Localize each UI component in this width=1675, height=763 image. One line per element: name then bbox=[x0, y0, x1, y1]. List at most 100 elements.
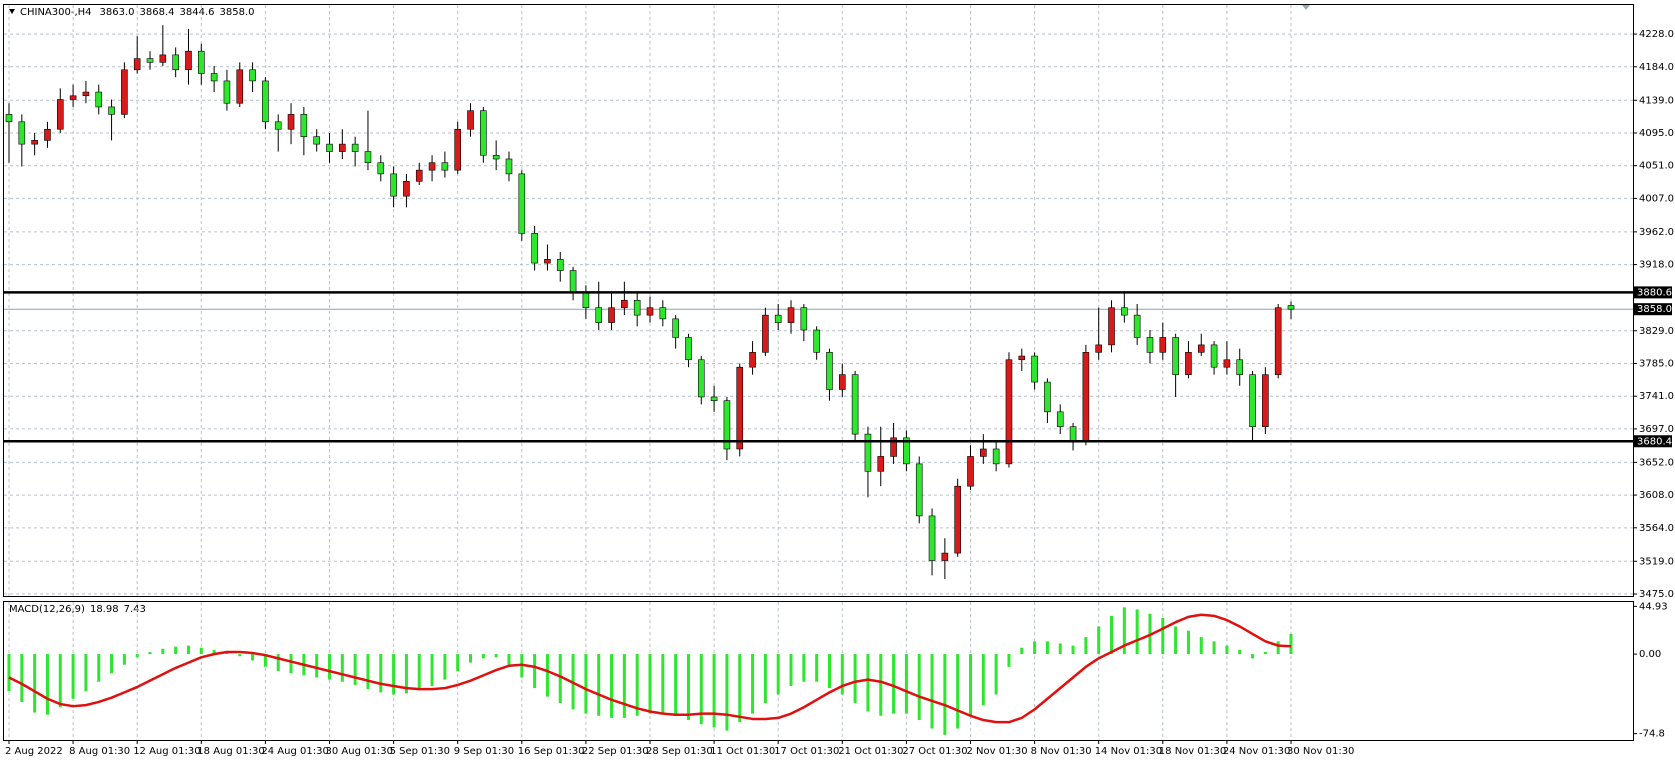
macd-histogram-bar bbox=[1289, 633, 1293, 655]
x-tick-label: 16 Sep 01:30 bbox=[518, 746, 585, 757]
candle-body bbox=[762, 314, 769, 353]
macd-histogram-bar bbox=[956, 654, 960, 729]
macd-title: MACD(12,26,9) bbox=[9, 604, 85, 615]
macd-histogram-bar bbox=[840, 654, 844, 695]
symbol-timeframe: CHINA300-,H4 bbox=[20, 7, 92, 18]
macd-histogram-bar bbox=[917, 654, 921, 721]
macd-histogram-bar bbox=[58, 654, 62, 708]
y-tick-label: 3785.0 bbox=[1639, 358, 1674, 369]
macd-histogram-bar bbox=[340, 654, 344, 682]
candle-body bbox=[518, 173, 526, 234]
macd-histogram-bar bbox=[1212, 641, 1216, 655]
macd-histogram-bar bbox=[251, 654, 255, 661]
macd-histogram-bar bbox=[1045, 641, 1049, 655]
candle-body bbox=[441, 162, 449, 171]
y-tick-label: -74.8 bbox=[1639, 729, 1665, 740]
x-tick-label: 5 Sep 01:30 bbox=[390, 746, 450, 757]
macd-histogram-bar bbox=[789, 654, 793, 686]
x-tick-label: 12 Aug 01:30 bbox=[133, 746, 200, 757]
macd-histogram-bar bbox=[738, 654, 742, 723]
candle-body bbox=[1159, 337, 1167, 353]
macd-histogram-bar bbox=[1007, 654, 1011, 667]
candle-body bbox=[69, 95, 77, 100]
candle-body bbox=[146, 58, 154, 63]
bid-label: 3858.0 bbox=[1637, 304, 1672, 315]
macd-histogram-bar bbox=[648, 654, 652, 714]
candle-body bbox=[274, 121, 282, 130]
y-tick-label: 3564.0 bbox=[1639, 523, 1674, 534]
macd-histogram-bar bbox=[33, 654, 37, 713]
y-tick-label: 4228.0 bbox=[1639, 29, 1674, 40]
x-tick-label: 8 Aug 01:30 bbox=[69, 746, 130, 757]
candle-body bbox=[544, 259, 551, 264]
macd-histogram-bar bbox=[1071, 645, 1075, 655]
macd-histogram-bar bbox=[161, 648, 165, 655]
macd-histogram-bar bbox=[174, 646, 178, 655]
candle-body bbox=[954, 485, 961, 554]
candle-body bbox=[403, 181, 410, 197]
candle-body bbox=[787, 307, 795, 323]
candle-body bbox=[351, 143, 359, 152]
macd-histogram-bar bbox=[469, 654, 473, 663]
macd-histogram-bar bbox=[802, 654, 806, 682]
candle-body bbox=[1005, 359, 1013, 465]
candle-body bbox=[582, 292, 590, 309]
macd-histogram-bar bbox=[1225, 645, 1229, 655]
candle-body bbox=[5, 114, 13, 123]
macd-histogram-bar bbox=[263, 654, 267, 667]
candle-body bbox=[1287, 305, 1295, 310]
macd-histogram-bar bbox=[1174, 626, 1178, 655]
candle-body bbox=[1108, 307, 1115, 346]
candle-body bbox=[851, 374, 859, 435]
macd-histogram-bar bbox=[353, 654, 357, 685]
candle-body bbox=[1146, 337, 1154, 353]
candle-body bbox=[133, 58, 141, 71]
macd-header: MACD(12,26,9) 18.98 7.43 bbox=[9, 604, 146, 615]
macd-histogram-bar bbox=[212, 649, 216, 655]
y-tick-label: 4184.0 bbox=[1639, 62, 1674, 73]
candle-body bbox=[980, 448, 987, 457]
macd-histogram-bar bbox=[45, 654, 49, 715]
macd-histogram-bar bbox=[1186, 630, 1190, 655]
macd-histogram-bar bbox=[815, 654, 819, 682]
bid-tag bbox=[1634, 303, 1672, 316]
candle-body bbox=[18, 121, 26, 145]
macd-histogram-bar bbox=[827, 654, 831, 689]
candle-body bbox=[467, 110, 474, 130]
macd-panel-frame bbox=[3, 601, 1634, 741]
level-tag bbox=[1634, 435, 1672, 448]
candle-body bbox=[56, 99, 64, 130]
x-tick-label: 28 Sep 01:30 bbox=[646, 746, 713, 757]
macd-histogram-bar bbox=[1199, 637, 1203, 655]
macd-histogram-bar bbox=[686, 654, 690, 721]
candle-body bbox=[1133, 314, 1141, 338]
candle-body bbox=[1172, 337, 1179, 375]
macd-histogram-bar bbox=[289, 654, 293, 674]
candle-body bbox=[838, 374, 846, 390]
macd-histogram-bar bbox=[584, 654, 588, 714]
candle-body bbox=[185, 50, 192, 71]
macd-histogram-bar bbox=[417, 654, 421, 691]
y-tick-label: 44.93 bbox=[1639, 601, 1668, 612]
y-tick-label: 3962.0 bbox=[1639, 227, 1674, 238]
macd-histogram-bar bbox=[20, 654, 24, 702]
symbol-menu-arrow[interactable] bbox=[9, 9, 15, 14]
macd-histogram-bar bbox=[1084, 637, 1088, 655]
candle-body bbox=[774, 314, 782, 323]
candle-body bbox=[813, 329, 820, 353]
macd-histogram-bar bbox=[84, 654, 88, 692]
candle-body bbox=[339, 143, 346, 152]
macd-histogram-bar bbox=[674, 654, 678, 716]
macd-histogram-bar bbox=[751, 654, 755, 714]
candle-body bbox=[736, 366, 744, 450]
macd-histogram-bar bbox=[225, 653, 229, 655]
macd-histogram-bar bbox=[315, 654, 319, 678]
macd-histogram-bar bbox=[1135, 609, 1139, 655]
macd-histogram-bar bbox=[238, 654, 242, 657]
macd-histogram-bar bbox=[1122, 607, 1126, 655]
candle-body bbox=[941, 552, 949, 561]
macd-histogram-bar bbox=[892, 654, 896, 714]
candle-body bbox=[826, 352, 833, 390]
